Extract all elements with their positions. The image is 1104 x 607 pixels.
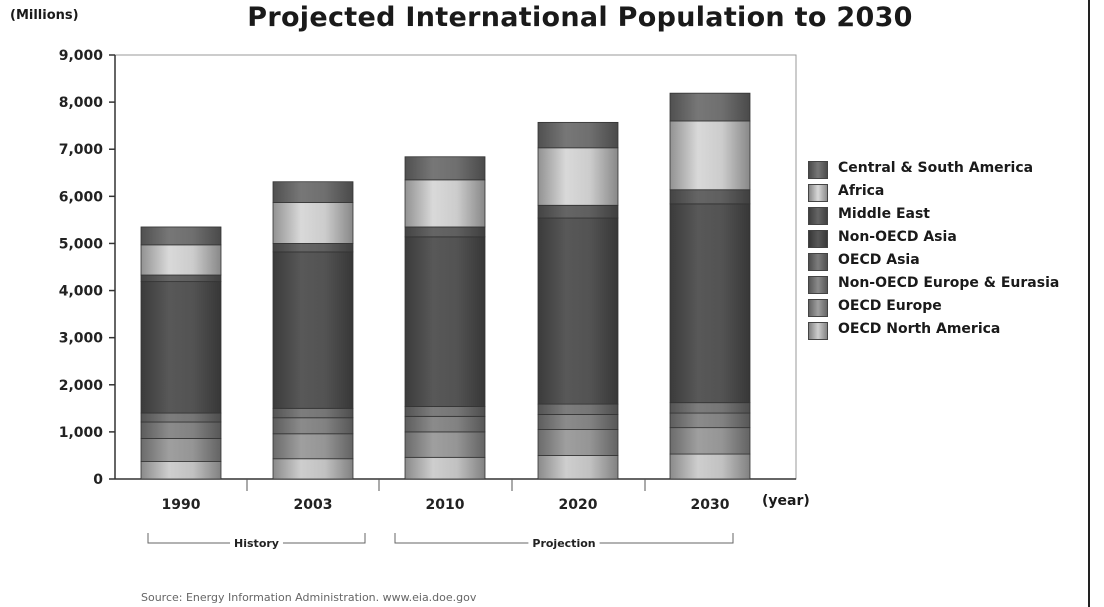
bar-segment [669, 427, 751, 455]
y-tick-label: 5,000 [59, 236, 104, 252]
bar-segment [404, 456, 486, 480]
period-label-bg [230, 536, 283, 551]
page-border [1088, 0, 1090, 607]
legend-label: OECD Asia [838, 252, 920, 268]
legend-swatch [808, 276, 828, 294]
y-tick-label: 4,000 [59, 284, 104, 300]
y-tick-label: 3,000 [59, 331, 104, 347]
bar-segment [404, 431, 486, 458]
legend-swatch [808, 230, 828, 248]
bar-segment [404, 179, 486, 228]
y-tick-label: 6,000 [59, 189, 104, 205]
bar-segment [537, 147, 619, 206]
bar-segment [272, 458, 354, 480]
bar-segment [272, 202, 354, 244]
x-tick-label: 2020 [559, 497, 598, 513]
bar-segment [669, 412, 751, 429]
y-tick-label: 1,000 [59, 425, 104, 441]
bar-segment [140, 412, 222, 423]
legend-label: Africa [838, 183, 885, 199]
x-tick-label: 1990 [162, 497, 201, 513]
bar-segment [537, 429, 619, 456]
legend-label: OECD Europe [838, 298, 942, 314]
y-tick-label: 2,000 [59, 378, 104, 394]
period-label: Projection [532, 537, 595, 550]
bar-segment [404, 156, 486, 181]
bar-segment [272, 407, 354, 419]
bar-segment [272, 181, 354, 203]
legend-swatch [808, 161, 828, 179]
bar-segment [669, 402, 751, 414]
legend-swatch [808, 184, 828, 202]
bar-segment [669, 453, 751, 480]
bar-segment [669, 92, 751, 122]
bar-segment [140, 421, 222, 439]
bar-segment [537, 217, 619, 405]
legend-label: Non-OECD Europe & Eurasia [838, 275, 1060, 291]
bar-segment [404, 415, 486, 433]
bar-segment [537, 414, 619, 430]
legend-swatch [808, 207, 828, 225]
x-tick-label: 2010 [426, 497, 465, 513]
y-tick-label: 9,000 [59, 48, 104, 64]
bar-segment [272, 433, 354, 460]
bar-segment [140, 281, 222, 414]
legend-swatch [808, 299, 828, 317]
bar-segment [404, 226, 486, 238]
legend-label: Central & South America [838, 160, 1034, 176]
legend-swatch [808, 253, 828, 271]
bar-segment [140, 244, 222, 276]
bar-segment [272, 243, 354, 253]
chart-title: Projected International Population to 20… [247, 2, 913, 33]
legend-label: OECD North America [838, 321, 1001, 337]
bar-segment [140, 274, 222, 283]
bar-segment [140, 438, 222, 462]
bar-segment [272, 417, 354, 435]
y-tick-label: 0 [93, 472, 103, 488]
legend-label: Middle East [838, 206, 930, 222]
bar-segment [140, 226, 222, 246]
bar-segment [537, 403, 619, 415]
bar-segment [537, 455, 619, 480]
bar-segment [669, 189, 751, 205]
bar-segment [404, 236, 486, 407]
y-tick-label: 8,000 [59, 95, 104, 111]
period-label: History [234, 537, 279, 550]
x-axis-unit: (year) [762, 493, 810, 509]
x-tick-label: 2003 [294, 497, 333, 513]
bar-segment [404, 406, 486, 417]
bar-segment [669, 120, 751, 191]
period-label-bg [528, 536, 600, 551]
bar-segment [669, 203, 751, 404]
bar-segment [537, 204, 619, 219]
legend-label: Non-OECD Asia [838, 229, 957, 245]
y-tick-label: 7,000 [59, 142, 104, 158]
source-note: Source: Energy Information Administratio… [141, 591, 477, 604]
bar-segment [272, 251, 354, 409]
y-axis-units: (Millions) [10, 8, 79, 23]
x-tick-label: 2030 [691, 497, 730, 513]
legend-swatch [808, 322, 828, 340]
bar-segment [537, 121, 619, 149]
bar-segment [140, 461, 222, 480]
